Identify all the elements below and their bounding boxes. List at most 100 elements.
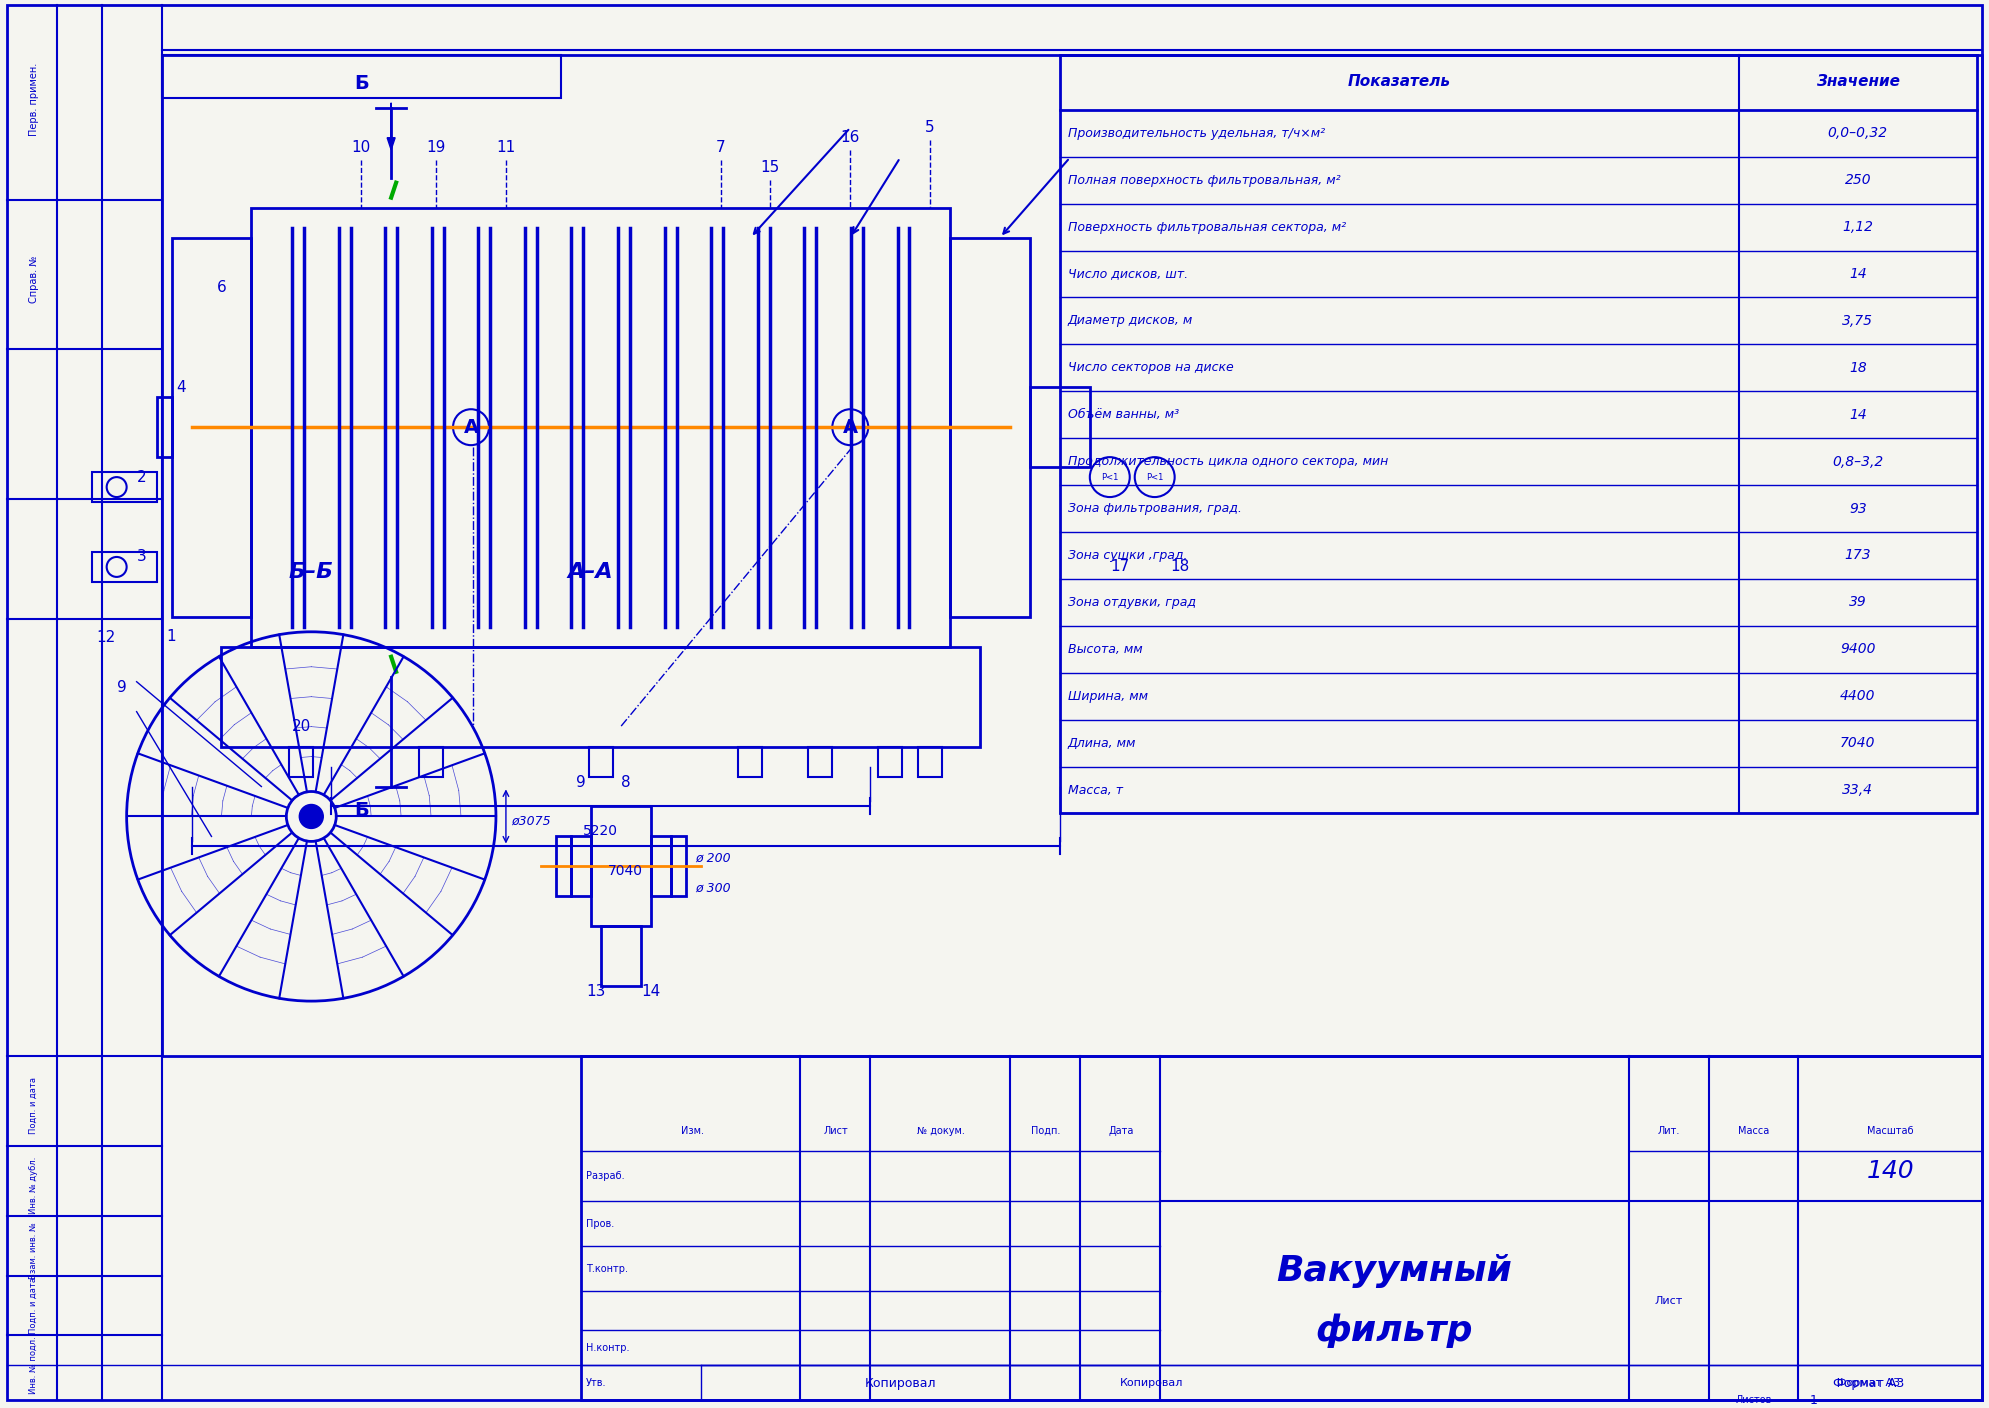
Text: 2: 2: [137, 470, 147, 484]
Text: Копировал: Копировал: [865, 1377, 937, 1390]
Text: Б–Б: Б–Б: [288, 562, 334, 582]
Bar: [555, 836, 571, 897]
Text: 1,12: 1,12: [1842, 220, 1874, 234]
Bar: [650, 836, 670, 897]
Text: 14: 14: [640, 984, 660, 1000]
Text: Зона сушки ,град.: Зона сушки ,град.: [1068, 549, 1187, 562]
Bar: [591, 807, 650, 926]
Text: Высота, мм: Высота, мм: [1068, 643, 1142, 656]
Bar: [91, 472, 157, 503]
Bar: [879, 746, 903, 777]
Text: 10: 10: [352, 141, 370, 155]
Text: Формат А3: Формат А3: [1832, 1377, 1903, 1390]
Text: 11: 11: [497, 141, 515, 155]
Text: Пров.: Пров.: [587, 1219, 615, 1229]
Text: 16: 16: [841, 131, 859, 145]
Text: Дата: Дата: [1108, 1126, 1134, 1136]
Text: Инв. № дубл.: Инв. № дубл.: [30, 1157, 38, 1215]
Text: Изм.: Изм.: [680, 1126, 704, 1136]
Bar: [251, 207, 951, 646]
Text: Число секторов на диске: Число секторов на диске: [1068, 362, 1233, 375]
Text: 15: 15: [762, 161, 780, 175]
Text: 140: 140: [1866, 1159, 1913, 1183]
Text: Зона отдувки, град: Зона отдувки, град: [1068, 596, 1195, 608]
Bar: [601, 926, 640, 986]
Text: 14: 14: [1850, 408, 1868, 422]
Text: № докум.: № докум.: [917, 1126, 965, 1136]
Bar: [171, 238, 251, 617]
Bar: [1060, 55, 1977, 814]
Text: 3: 3: [137, 549, 147, 565]
Bar: [157, 397, 171, 458]
Text: Продолжительность цикла одного сектора, мин: Продолжительность цикла одного сектора, …: [1068, 455, 1388, 467]
Text: 20: 20: [292, 719, 310, 734]
Bar: [420, 746, 444, 777]
Text: А: А: [463, 418, 479, 436]
Text: Ширина, мм: Ширина, мм: [1068, 690, 1148, 703]
Text: 18: 18: [1850, 360, 1868, 375]
Bar: [161, 55, 1983, 1056]
Text: Зона фильтрования, град.: Зона фильтрования, град.: [1068, 503, 1241, 515]
Text: 19: 19: [426, 141, 446, 155]
Bar: [589, 746, 613, 777]
Bar: [161, 55, 561, 97]
Text: 8: 8: [621, 774, 631, 790]
Text: Число дисков, шт.: Число дисков, шт.: [1068, 268, 1187, 280]
Text: 0,0–0,32: 0,0–0,32: [1828, 127, 1888, 141]
Bar: [581, 1056, 1983, 1401]
Text: 3,75: 3,75: [1842, 314, 1874, 328]
Text: 0,8–3,2: 0,8–3,2: [1832, 455, 1884, 469]
Text: Копировал: Копировал: [1120, 1378, 1183, 1388]
Text: Масса: Масса: [1738, 1126, 1768, 1136]
Text: 173: 173: [1844, 549, 1872, 562]
Text: 7: 7: [716, 141, 726, 155]
Bar: [951, 238, 1030, 617]
Text: 4: 4: [177, 380, 187, 394]
Text: Подп.: Подп.: [1030, 1126, 1060, 1136]
Text: 93: 93: [1850, 501, 1868, 515]
Text: Утв.: Утв.: [587, 1378, 607, 1388]
Text: Показатель: Показатель: [1349, 75, 1450, 89]
Text: Разраб.: Разраб.: [587, 1171, 625, 1181]
Bar: [571, 836, 591, 897]
Text: 1: 1: [167, 629, 177, 645]
Text: Р<1: Р<1: [1146, 473, 1164, 482]
Text: Масса, т: Масса, т: [1068, 783, 1124, 797]
Bar: [288, 746, 314, 777]
Text: Взам. инв. №: Взам. инв. №: [30, 1222, 38, 1278]
Text: Перв. примен.: Перв. примен.: [28, 63, 40, 137]
Text: 12: 12: [97, 629, 115, 645]
Text: 33,4: 33,4: [1842, 783, 1874, 797]
Text: ø 300: ø 300: [696, 881, 732, 894]
Text: 7040: 7040: [1840, 736, 1876, 750]
Text: Н.контр.: Н.контр.: [587, 1343, 629, 1353]
Text: Лит.: Лит.: [1657, 1126, 1681, 1136]
Text: Объём ванны, м³: Объём ванны, м³: [1068, 408, 1179, 421]
Text: 5: 5: [925, 120, 935, 135]
Text: Инв. № подл.: Инв. № подл.: [30, 1336, 38, 1394]
Text: 14: 14: [1850, 268, 1868, 282]
Text: А–А: А–А: [569, 562, 613, 582]
Text: Масштаб: Масштаб: [1868, 1126, 1913, 1136]
Text: Подп. и дата: Подп. и дата: [30, 1277, 38, 1333]
Text: Длина, мм: Длина, мм: [1068, 736, 1136, 749]
Bar: [91, 552, 157, 582]
Text: 5220: 5220: [583, 825, 619, 838]
Text: 4400: 4400: [1840, 689, 1876, 703]
Text: Значение: Значение: [1816, 75, 1899, 89]
Text: Р<1: Р<1: [1102, 473, 1118, 482]
Text: 9: 9: [117, 680, 127, 694]
Text: 17: 17: [1110, 559, 1130, 574]
Text: Листов: Листов: [1734, 1395, 1772, 1405]
Text: 250: 250: [1844, 173, 1872, 187]
Bar: [919, 746, 943, 777]
Text: Т.контр.: Т.контр.: [587, 1263, 629, 1274]
Text: А: А: [843, 418, 857, 436]
Text: Диаметр дисков, м: Диаметр дисков, м: [1068, 314, 1193, 328]
Text: Лист: Лист: [1655, 1295, 1683, 1305]
Text: 9400: 9400: [1840, 642, 1876, 656]
Text: Подп. и дата: Подп. и дата: [30, 1077, 38, 1135]
Text: 9: 9: [577, 774, 585, 790]
Text: фильтр: фильтр: [1315, 1314, 1474, 1347]
Text: Лист: Лист: [823, 1126, 849, 1136]
